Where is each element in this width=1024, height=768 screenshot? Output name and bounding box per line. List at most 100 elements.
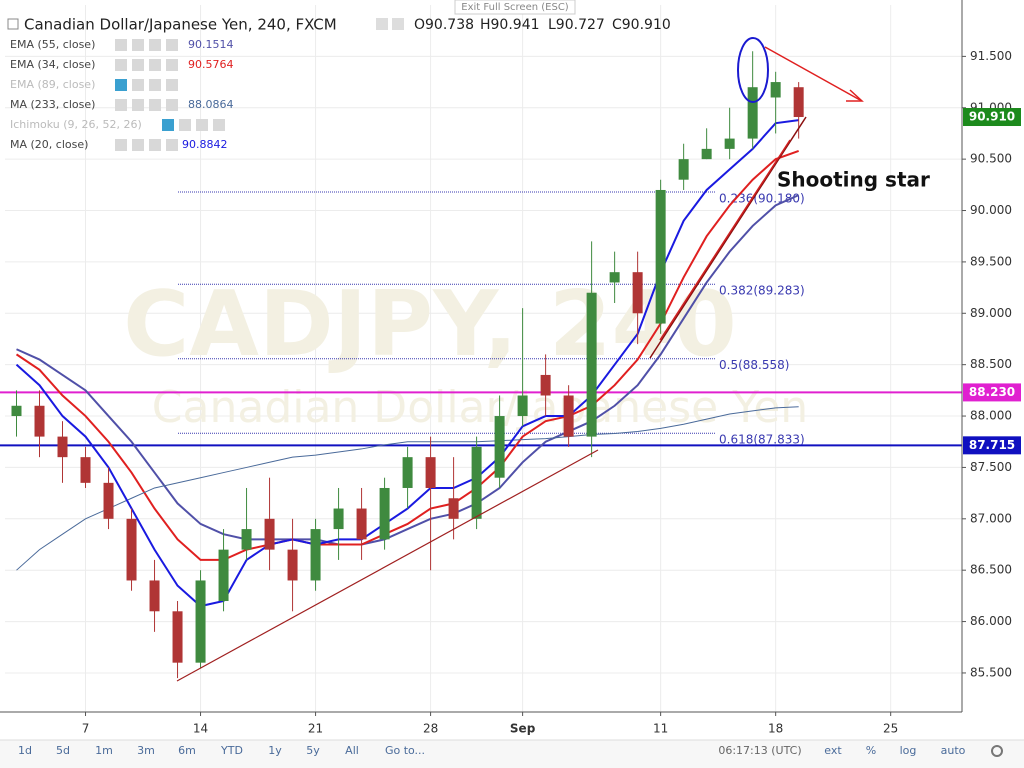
legend-icon[interactable] [115,39,127,51]
toolbar-button[interactable]: 1m [95,744,113,757]
legend-name: Ichimoku (9, 26, 52, 26) [10,118,142,131]
watermark: CADJPY, 240 [123,272,737,377]
price-tag [963,108,1021,127]
legend-icon[interactable] [166,79,178,91]
candle-body [57,436,68,458]
toolbar-button[interactable]: Go to... [385,744,425,757]
symbol-title: Canadian Dollar/Japanese Yen, 240, FXCM [24,16,337,34]
candle-body [402,457,413,488]
ohlc-open: O90.738 [414,17,474,33]
candle-body [379,487,390,540]
legend-icon[interactable] [132,39,144,51]
toolbar-items: 1d 5d 1m 3m 6m YTD 1y 5y All Go to... 06:17:13 (UT… [18,744,1003,757]
toolbar-button[interactable]: All [345,744,359,757]
toolbar-button[interactable]: % [866,744,876,757]
y-tick-label: 87.000 [970,511,1012,525]
icon[interactable] [376,18,388,30]
toolbar-button[interactable]: 5d [56,744,70,757]
legend-value: 90.1514 [188,38,234,51]
y-tick-label: 88.000 [970,409,1012,423]
legend-icon[interactable] [132,139,144,151]
settings-icon[interactable] [991,745,1003,757]
watermark: Canadian Dollar/Japanese Yen [152,382,808,433]
legend-icon[interactable] [132,99,144,111]
toolbar-button[interactable]: 1y [268,744,282,757]
legend-icon[interactable] [149,39,161,51]
candle-body [517,395,528,417]
candle-body [655,189,666,324]
toolbar-button[interactable]: 3m [137,744,155,757]
annotation: Shooting star [777,168,930,192]
y-tick-label: 90.000 [970,203,1012,217]
candle-body [701,148,712,160]
candle-body [747,87,758,139]
legend-icon[interactable] [149,59,161,71]
legend-icon[interactable] [149,79,161,91]
candle-body [494,416,505,478]
toolbar-button[interactable]: YTD [220,744,243,757]
x-tick-label: 28 [423,722,438,736]
legend-icon[interactable] [162,119,174,131]
candle-body [609,272,620,283]
y-tick-label: 90.500 [970,152,1012,166]
legend-icon[interactable] [213,119,225,131]
legend-name: MA (20, close) [10,138,88,151]
price-tag-label: 90.910 [969,110,1015,124]
toolbar-button[interactable]: ext [824,744,842,757]
toolbar-button[interactable]: 6m [178,744,196,757]
legend-icon[interactable] [132,79,144,91]
legend-icon[interactable] [132,59,144,71]
icon[interactable] [392,18,404,30]
exit-box[interactable] [454,0,576,15]
candle-body [540,374,551,396]
legend-icon[interactable] [166,139,178,151]
x-tick-label: 14 [193,722,208,736]
candle-body [241,529,252,550]
legend-icon[interactable] [179,119,191,131]
legend-icon[interactable] [149,99,161,111]
x-tick-label: 25 [883,722,898,736]
exit-fullscreen[interactable]: Exit Full Screen (ESC) [461,2,569,13]
candle-body [724,138,735,149]
candle-body [632,272,643,314]
trendline [176,449,599,682]
legend-value: 90.8842 [182,138,228,151]
x-tick-label: 18 [768,722,783,736]
candle-body [11,405,22,417]
toolbar-button[interactable]: 1d [18,744,32,757]
legend-icon[interactable] [115,99,127,111]
candle-body [425,457,436,488]
fib-label: 0.618(87.833) [719,433,805,447]
candles [11,51,804,679]
toolbar-button[interactable]: auto [941,744,966,757]
candle-body [172,611,183,663]
legend-icon[interactable] [115,79,127,91]
candle-body [678,159,689,180]
legend-icon[interactable] [166,39,178,51]
legend-icon[interactable] [166,99,178,111]
indicator-line [15,149,800,561]
legend-value: 90.5764 [188,58,234,71]
legend-icon[interactable] [115,139,127,151]
header: Exit Full Screen (ESC) Canadian Dollar/J… [7,0,671,34]
legend-name: MA (233, close) [10,98,95,111]
legend-icon[interactable] [115,59,127,71]
candle-body [103,482,114,519]
y-tick-label: 91.500 [970,49,1012,63]
legend-icon[interactable] [149,139,161,151]
toolbar [0,740,1024,768]
arrow-head [846,89,864,102]
x-tick-label: 7 [82,722,90,736]
legend: EMA (55, close) 90.1514 EMA (34, close) 90.… [10,38,234,151]
toolbar-button[interactable]: log [900,744,917,757]
legend-icon[interactable] [196,119,208,131]
candle-body [126,518,137,581]
legend-icon[interactable] [166,59,178,71]
ohlc-low: L90.727 [548,17,605,33]
candle-body [448,498,459,519]
x-tick-label: 21 [308,722,323,736]
collapse-icon[interactable] [7,18,19,30]
toolbar-button[interactable]: 5y [306,744,320,757]
